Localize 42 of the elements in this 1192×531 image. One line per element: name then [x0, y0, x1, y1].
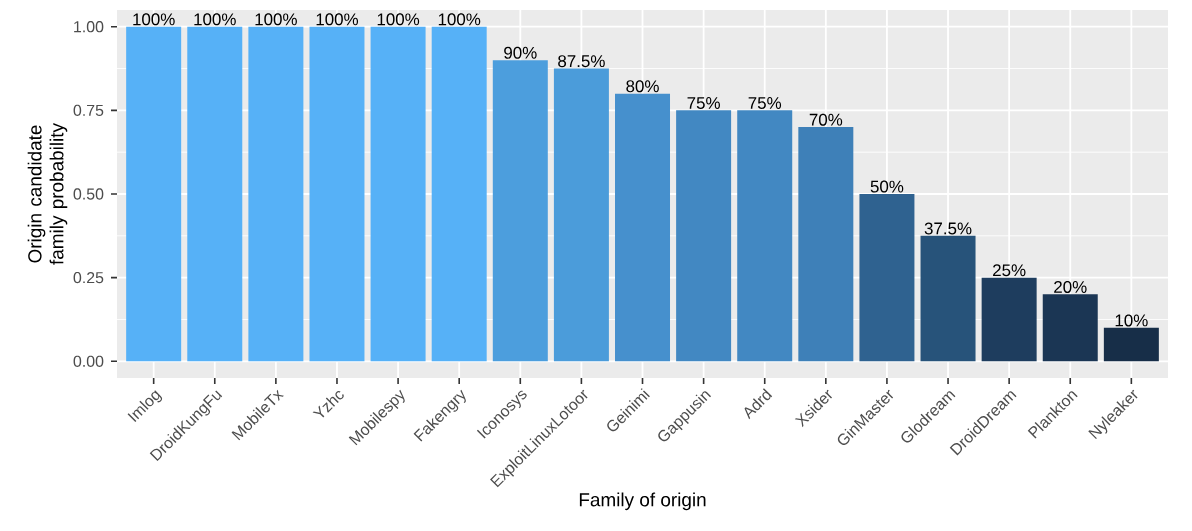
data-label: 100% [377, 13, 420, 26]
bar [676, 110, 732, 362]
bar [309, 26, 365, 362]
data-label: 20% [1054, 280, 1087, 293]
bar [492, 60, 548, 362]
data-label: 25% [993, 264, 1026, 277]
bar [981, 277, 1037, 362]
bar [859, 194, 915, 362]
bar [431, 26, 487, 362]
bar [187, 26, 243, 362]
data-label: 10% [1115, 314, 1148, 327]
data-label: 50% [870, 180, 904, 193]
bar [615, 93, 671, 362]
data-label: 80% [626, 80, 659, 93]
data-label: 90% [504, 46, 537, 59]
data-label: 75% [748, 97, 782, 109]
data-label: 100% [438, 13, 481, 26]
bar [126, 26, 182, 362]
bar [1103, 327, 1159, 362]
y-tick-label: 0.00 [73, 355, 104, 367]
data-label: 70% [809, 113, 843, 126]
data-label: 100% [255, 13, 297, 26]
bar [920, 235, 976, 362]
data-label: 75% [687, 97, 720, 109]
bar [1042, 294, 1098, 362]
bar [553, 68, 609, 362]
data-label: 100% [194, 13, 236, 26]
y-tick-label: 0.50 [73, 188, 104, 200]
data-label: 100% [316, 13, 359, 26]
data-label: 37.5% [924, 222, 972, 235]
y-axis-title: Origin candidate family probability [27, 123, 68, 265]
bar [737, 110, 793, 362]
x-axis-title: Family of origin [579, 492, 706, 511]
y-tick-label: 0.25 [73, 272, 104, 284]
bar [248, 26, 304, 362]
data-label: 87.5% [558, 55, 605, 68]
y-tick-label: 1.00 [74, 21, 104, 33]
bar [370, 26, 426, 362]
bar [798, 127, 854, 362]
x-tick-label: Yzhc [312, 391, 344, 418]
y-tick-label: 0.75 [73, 104, 104, 117]
data-label: 100% [133, 13, 175, 26]
